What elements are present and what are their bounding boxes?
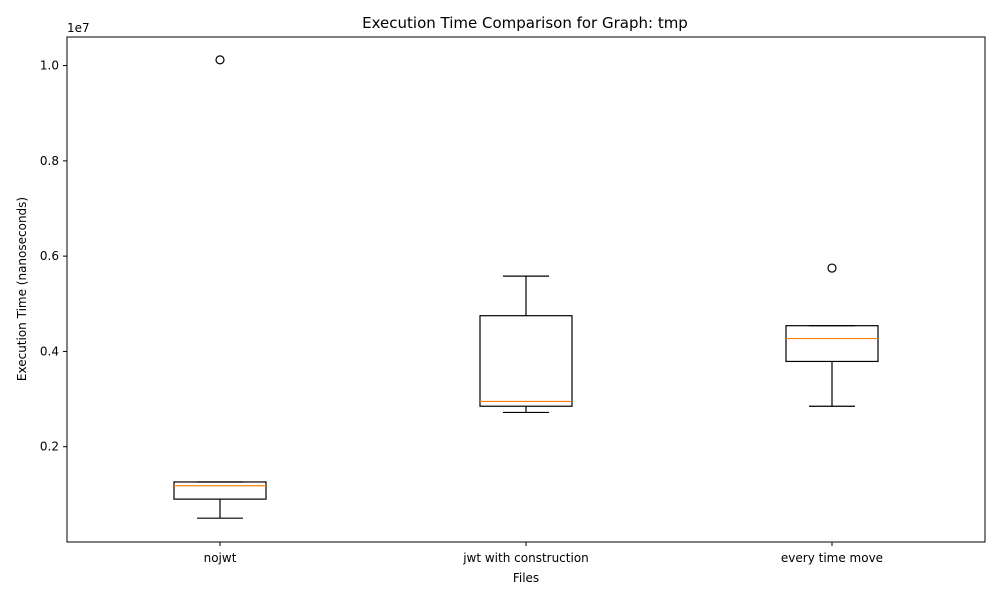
y-offset-label: 1e7 <box>67 21 90 35</box>
box-iqr <box>785 325 879 363</box>
plot-area: 0.2 0.4 0.6 0.8 1.0 nojwt jwt with constructio… <box>40 55 883 565</box>
outlier-point <box>827 263 837 273</box>
y-tick-label: 1.0 <box>40 59 59 73</box>
y-tick-label: 0.8 <box>40 154 59 168</box>
x-axis-title: Files <box>513 571 539 585</box>
chart-title: Execution Time Comparison for Graph: tmp <box>362 14 688 32</box>
x-tick-label: every time move <box>781 551 883 565</box>
outlier-point <box>215 55 225 65</box>
y-tick-label: 0.2 <box>40 440 59 454</box>
y-tick-label: 0.4 <box>40 344 59 358</box>
plot-frame <box>66 36 986 543</box>
box-iqr <box>173 481 267 500</box>
x-tick-label: nojwt <box>204 551 237 565</box>
box-iqr <box>479 315 573 407</box>
x-tick-label: jwt with construction <box>462 551 589 565</box>
y-tick-label: 0.6 <box>40 249 59 263</box>
y-axis-title: Execution Time (nanoseconds) <box>15 197 29 381</box>
